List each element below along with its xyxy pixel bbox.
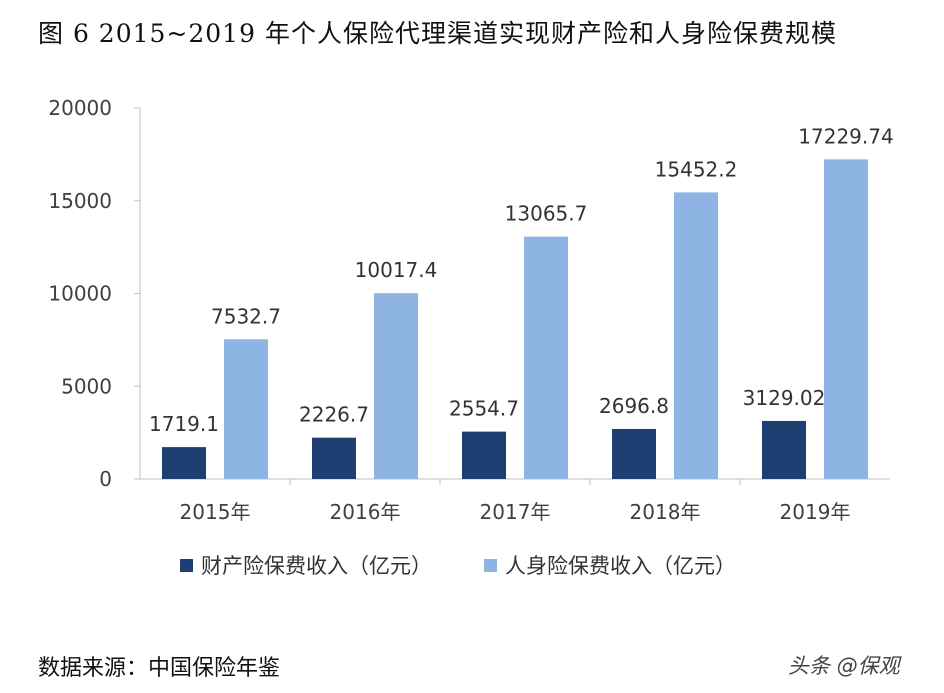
y-tick-label: 20000 (48, 96, 112, 120)
data-source: 数据来源：中国保险年鉴 (38, 656, 281, 681)
data-label-life: 17229.74 (798, 124, 893, 148)
watermark: 头条 @保观 (788, 654, 900, 678)
data-label-property: 2226.7 (299, 403, 369, 427)
data-label-life: 7532.7 (211, 304, 281, 328)
data-label-property: 3129.02 (743, 386, 826, 410)
legend-label-life: 人身险保费收入（亿元） (505, 554, 736, 578)
x-tick-label: 2016年 (330, 500, 401, 524)
data-label-property: 2696.8 (599, 394, 669, 418)
y-tick-label: 0 (99, 467, 112, 491)
x-tick-label: 2019年 (780, 500, 851, 524)
legend-swatch-life (484, 558, 497, 572)
chart-title: 图 6 2015~2019 年个人保险代理渠道实现财产险和人身险保费规模 (38, 19, 837, 48)
legend-item-life: 人身险保费收入（亿元） (484, 550, 736, 580)
y-tick-label: 15000 (48, 189, 112, 213)
bar-life (374, 293, 418, 479)
x-tick-label: 2015年 (180, 500, 251, 524)
legend-item-property: 财产险保费收入（亿元） (180, 550, 432, 580)
data-label-life: 13065.7 (505, 202, 588, 226)
legend: 财产险保费收入（亿元） 人身险保费收入（亿元） (180, 550, 736, 580)
bar-property (612, 428, 656, 479)
bar-life (524, 236, 568, 479)
data-label-life: 15452.2 (655, 157, 738, 181)
bar-chart: 0 5000 10000 15000 20000 1719.1 7532.7 2015年 222… (48, 96, 893, 524)
bar-property (312, 437, 356, 479)
bar-property (762, 420, 806, 479)
bar-life (224, 339, 268, 479)
data-label-property: 1719.1 (149, 412, 219, 436)
data-label-life: 10017.4 (355, 258, 438, 282)
legend-label-property: 财产险保费收入（亿元） (201, 554, 432, 578)
y-tick-label: 10000 (48, 282, 112, 306)
bar-life (824, 159, 868, 480)
bar-property (462, 431, 506, 479)
bar-life (674, 192, 718, 479)
x-tick-label: 2018年 (630, 500, 701, 524)
data-label-property: 2554.7 (449, 397, 519, 421)
bar-property (162, 447, 206, 479)
x-tick-label: 2017年 (480, 500, 551, 524)
legend-swatch-property (180, 558, 193, 572)
y-tick-label: 5000 (61, 374, 112, 398)
